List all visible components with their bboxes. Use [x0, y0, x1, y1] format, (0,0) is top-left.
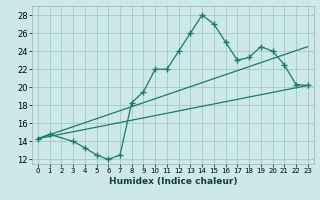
- X-axis label: Humidex (Indice chaleur): Humidex (Indice chaleur): [108, 177, 237, 186]
